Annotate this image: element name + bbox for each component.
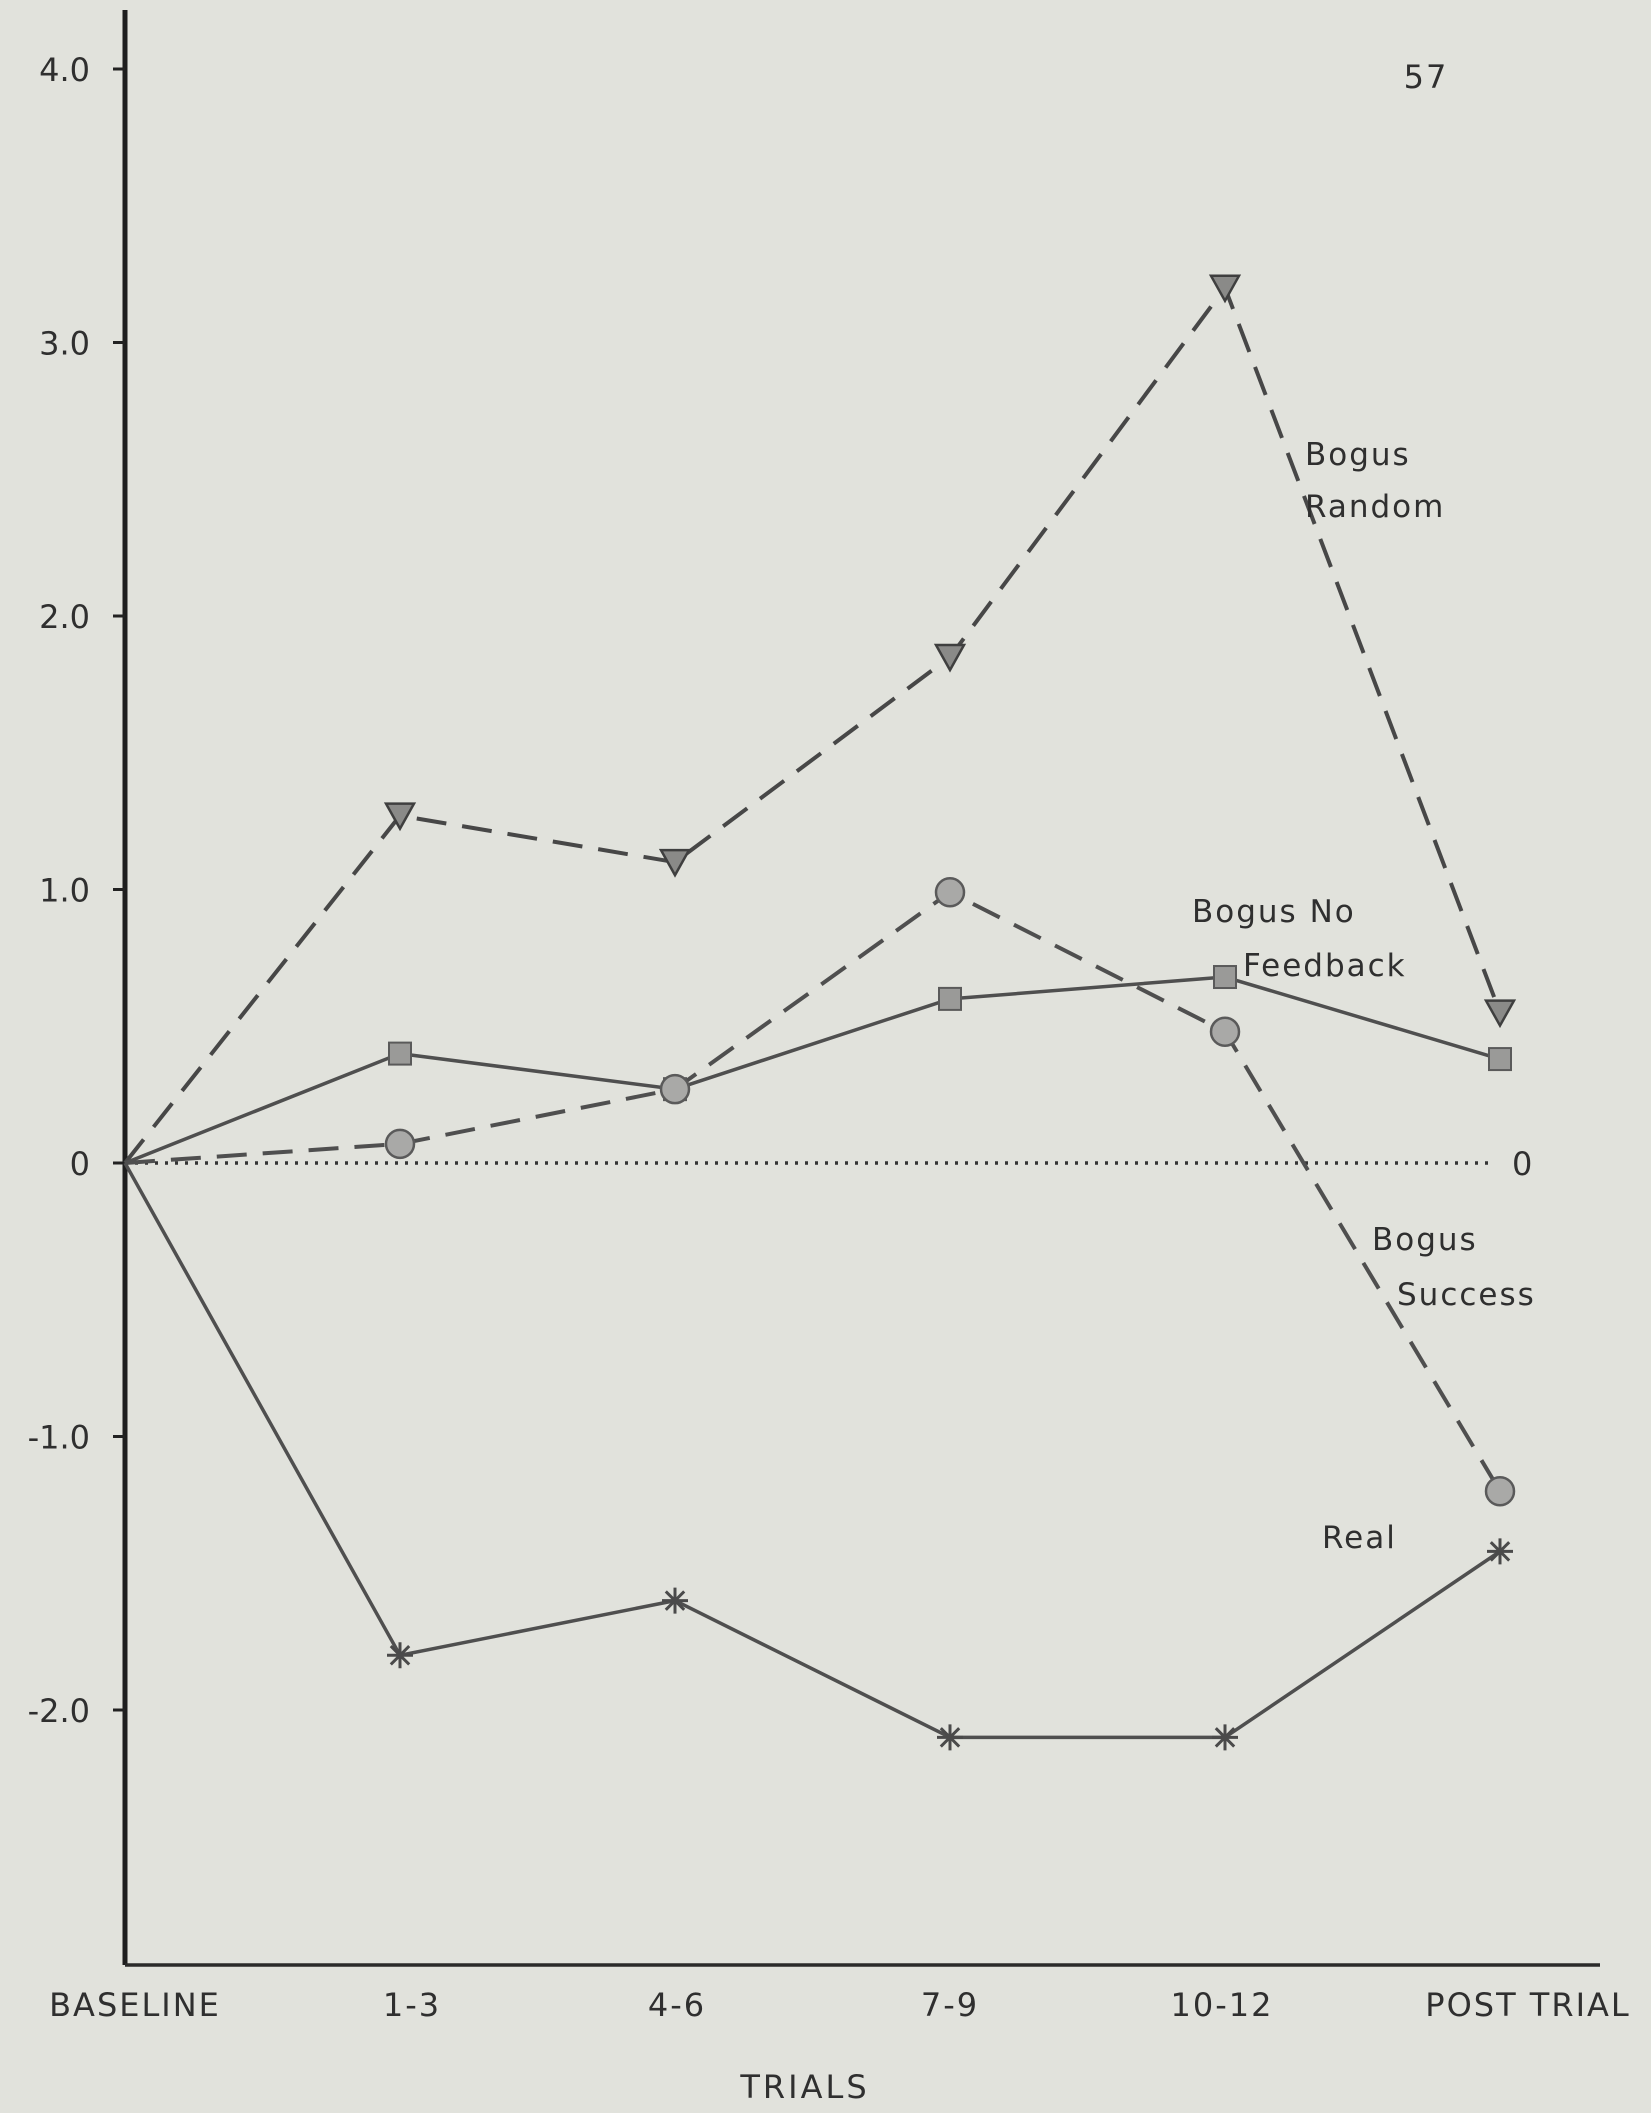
data-point-marker bbox=[662, 1587, 688, 1614]
y-tick-label: -1.0 bbox=[28, 1419, 90, 1457]
data-point-marker bbox=[1484, 1475, 1516, 1507]
data-point-marker bbox=[1488, 1047, 1512, 1072]
label-line: Bogus bbox=[1305, 437, 1411, 473]
data-point-marker bbox=[658, 848, 692, 878]
x-axis-title: TRIALS bbox=[739, 2068, 869, 2106]
data-point-marker bbox=[933, 643, 967, 673]
data-point-marker bbox=[383, 802, 417, 832]
page-number: 57 bbox=[1404, 58, 1449, 96]
series-bogus-success bbox=[124, 876, 1516, 1507]
series-labels: Bogus Random Bogus No Feedback Bogus Suc… bbox=[1192, 437, 1536, 1556]
data-point-marker bbox=[1213, 965, 1237, 990]
data-point-marker bbox=[1487, 1538, 1513, 1565]
data-point-marker bbox=[937, 1724, 963, 1751]
series-line bbox=[123, 1162, 1501, 1740]
y-tick-label: 1.0 bbox=[39, 872, 90, 910]
data-point-marker bbox=[387, 1642, 413, 1669]
label-line: Bogus No bbox=[1192, 894, 1356, 930]
x-tick-label: 7-9 bbox=[921, 1986, 979, 2024]
y-tick-label: 3.0 bbox=[39, 325, 90, 363]
label-line: Bogus bbox=[1372, 1222, 1478, 1258]
data-point-marker bbox=[1208, 274, 1242, 304]
data-point-marker bbox=[1483, 999, 1517, 1029]
series-real bbox=[123, 1162, 1513, 1751]
y-tick-label: 4.0 bbox=[39, 51, 90, 89]
data-point-marker bbox=[384, 1128, 416, 1160]
series-group bbox=[123, 274, 1517, 1751]
x-axis: BASELINE 1-3 4-6 7-9 10-12 POST TRIAL bbox=[49, 1963, 1630, 2024]
y-ticks: 4.0 3.0 2.0 1.0 0 -1.0 -2.0 bbox=[28, 51, 125, 1730]
series-bogus-no-feedback bbox=[124, 965, 1512, 1165]
x-tick-label: BASELINE bbox=[49, 1986, 221, 2024]
x-tick-label: 1-3 bbox=[383, 1986, 441, 2024]
series-line bbox=[123, 285, 1502, 1165]
zero-line-label: 0 bbox=[1512, 1145, 1532, 1183]
x-tick-label: POST TRIAL bbox=[1425, 1986, 1630, 2024]
series-label-bogus-random: Bogus Random bbox=[1305, 437, 1445, 525]
series-label-real: Real bbox=[1322, 1520, 1397, 1556]
x-tick-label: 10-12 bbox=[1171, 1986, 1274, 2024]
label-line: Real bbox=[1322, 1520, 1397, 1556]
x-tick-label: 4-6 bbox=[648, 1986, 706, 2024]
y-tick-label: -2.0 bbox=[28, 1692, 90, 1730]
y-tick-label: 2.0 bbox=[39, 598, 90, 636]
series-label-bogus-no-feedback: Bogus No Feedback bbox=[1192, 894, 1407, 984]
data-point-marker bbox=[938, 986, 962, 1011]
label-line: Feedback bbox=[1243, 948, 1407, 984]
series-bogus-random bbox=[123, 274, 1517, 1165]
series-line bbox=[124, 975, 1501, 1165]
data-point-marker bbox=[659, 1073, 691, 1105]
data-point-marker bbox=[934, 876, 966, 908]
label-line: Random bbox=[1305, 489, 1445, 525]
series-label-bogus-success: Bogus Success bbox=[1372, 1222, 1536, 1313]
data-point-marker bbox=[388, 1041, 412, 1066]
data-point-marker bbox=[1212, 1724, 1238, 1751]
series-line bbox=[124, 890, 1502, 1493]
data-point-marker bbox=[1209, 1016, 1241, 1047]
y-axis: 4.0 3.0 2.0 1.0 0 -1.0 -2.0 bbox=[28, 10, 128, 1965]
y-tick-label: 0 bbox=[70, 1145, 90, 1183]
label-line: Success bbox=[1397, 1277, 1536, 1313]
x-tick-labels: BASELINE 1-3 4-6 7-9 10-12 POST TRIAL bbox=[49, 1986, 1630, 2024]
